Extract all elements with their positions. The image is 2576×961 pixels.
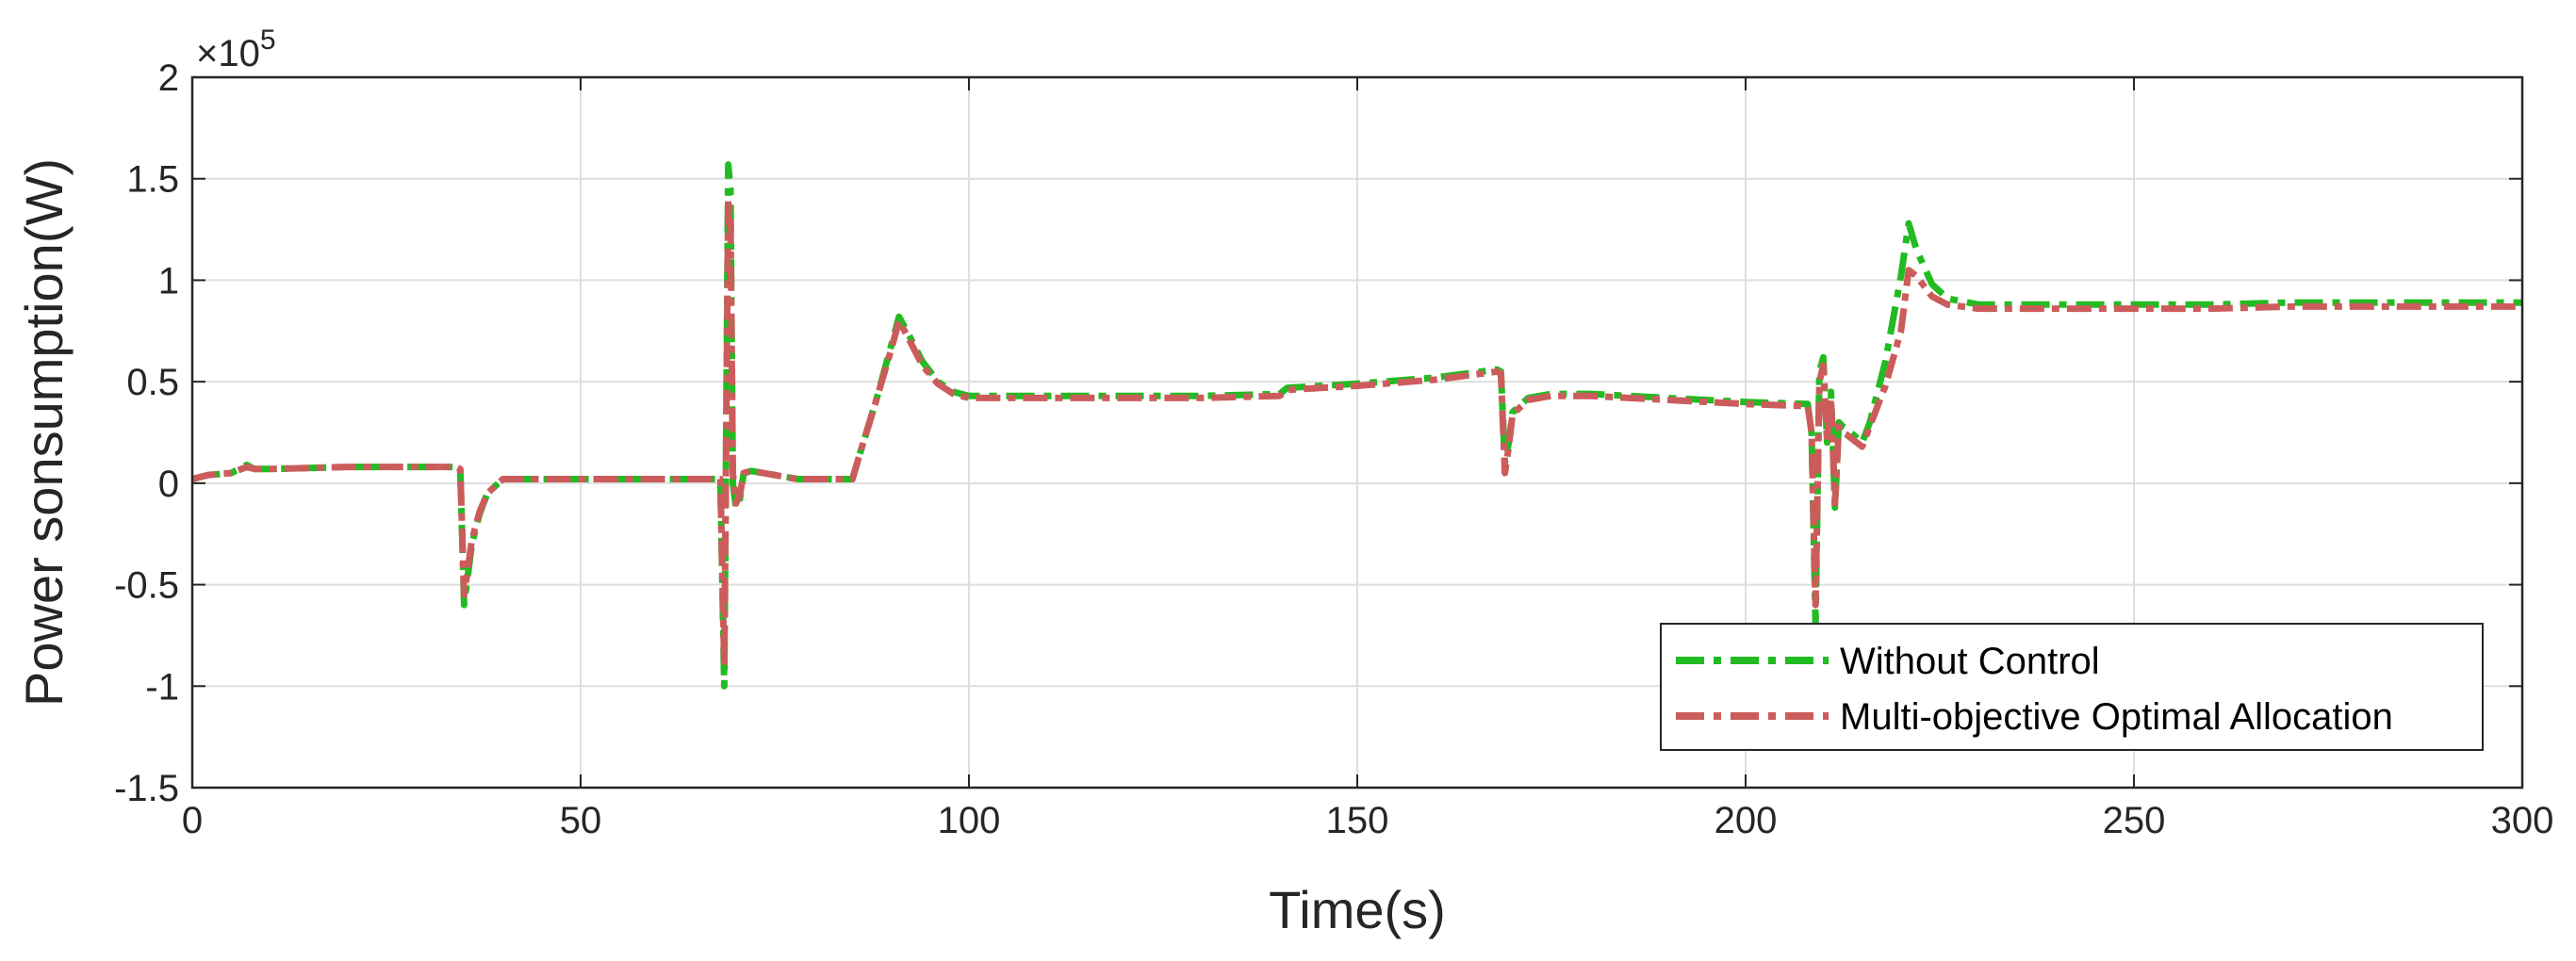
x-axis-title: Time(s) [1269, 880, 1446, 939]
y-tick-label: 2 [158, 57, 179, 99]
x-tick-label: 0 [182, 800, 203, 841]
y-tick-label: 1.5 [126, 159, 179, 201]
y-tick-label: 1 [158, 260, 179, 301]
y-axis-exponent: ×105 [196, 24, 276, 74]
axis-ticks: 0 50 100 150 200 250 300 -1.5 -1 -0.5 0 0.5 1 1.5 2 [114, 57, 2553, 841]
x-tick-label: 100 [938, 800, 1001, 841]
x-tick-label: 150 [1326, 800, 1389, 841]
y-tick-label: -1.5 [114, 768, 179, 809]
series-lines [191, 161, 2522, 690]
series-line-optimal-allocation [191, 195, 2522, 670]
y-tick-label: -1 [145, 666, 179, 708]
x-tick-label: 300 [2491, 800, 2554, 841]
x-tick-label: 50 [560, 800, 602, 841]
series-line-without-control [191, 161, 2522, 690]
y-tick-label: 0.5 [126, 362, 179, 403]
legend: Without Control Multi-objective Optimal … [1660, 623, 2484, 751]
grid-lines [192, 77, 2522, 788]
x-tick-label: 200 [1715, 800, 1778, 841]
y-tick-label: -0.5 [114, 565, 179, 607]
y-tick-label: 0 [158, 464, 179, 505]
legend-label-optimal-allocation: Multi-objective Optimal Allocation [1840, 696, 2393, 738]
x-tick-label: 250 [2103, 800, 2166, 841]
legend-box [1660, 623, 2484, 751]
y-axis-title: Power sonsumption(W) [14, 158, 74, 707]
legend-label-without-control: Without Control [1840, 641, 2100, 682]
